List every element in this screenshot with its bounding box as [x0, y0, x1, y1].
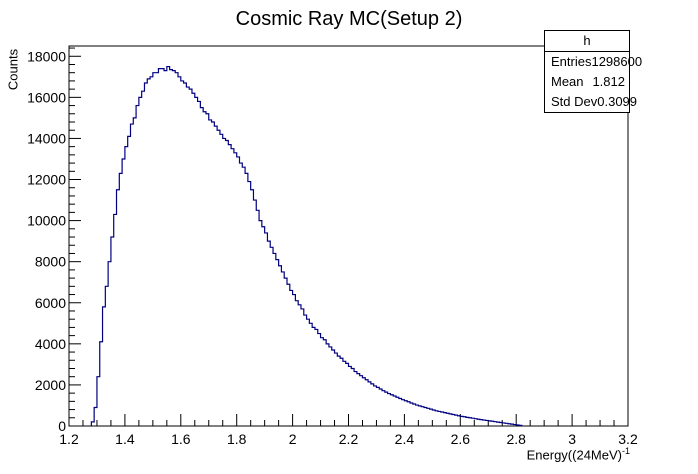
stats-row-entries: Entries 1298600	[545, 52, 642, 72]
histogram-series-line	[90, 65, 523, 426]
stats-box-title: h	[545, 31, 629, 52]
y-tick-label: 10000	[27, 213, 66, 229]
y-tick-label: 2000	[35, 377, 66, 393]
y-tick-label: 14000	[27, 130, 66, 146]
stats-value-entries: 1298600	[591, 54, 643, 69]
y-tick-label: 16000	[27, 89, 66, 105]
x-axis-label-exponent: -1	[621, 446, 630, 456]
x-axis-label-text: Energy((24MeV)	[526, 447, 622, 463]
stats-row-stddev: Std Dev 0.3099	[545, 92, 637, 112]
stats-value-stddev: 0.3099	[597, 94, 638, 109]
x-tick-label: 3.2	[618, 431, 638, 447]
x-tick-label: 1.8	[227, 431, 247, 447]
stats-label-entries: Entries	[551, 54, 592, 69]
x-tick-label: 2.2	[339, 431, 359, 447]
y-tick-label: 0	[58, 418, 66, 434]
stats-row-mean: Mean 1.812	[545, 72, 629, 92]
stats-value-mean: 1.812	[592, 74, 625, 89]
y-tick-label: 12000	[27, 172, 66, 188]
x-tick-label: 2.6	[451, 431, 471, 447]
chart-title: Cosmic Ray MC(Setup 2)	[235, 8, 463, 30]
x-tick-label: 2.4	[395, 431, 415, 447]
stats-label-mean: Mean	[551, 74, 584, 89]
y-tick-label: 6000	[35, 295, 66, 311]
x-tick-label: 1.6	[171, 431, 191, 447]
y-tick-label: 18000	[27, 48, 66, 64]
x-tick-label: 3	[568, 431, 576, 447]
stats-box: h Entries 1298600 Mean 1.812 Std Dev 0.3…	[544, 30, 642, 113]
x-axis-label: Energy((24MeV)-1	[527, 446, 630, 462]
y-tick-label: 4000	[35, 336, 66, 352]
x-tick-label: 2.8	[506, 431, 526, 447]
stats-label-stddev: Std Dev	[551, 94, 598, 109]
x-tick-label: 1.4	[115, 431, 135, 447]
y-tick-label: 8000	[35, 254, 66, 270]
x-tick-label: 1.2	[59, 431, 79, 447]
x-tick-label: 2	[289, 431, 297, 447]
